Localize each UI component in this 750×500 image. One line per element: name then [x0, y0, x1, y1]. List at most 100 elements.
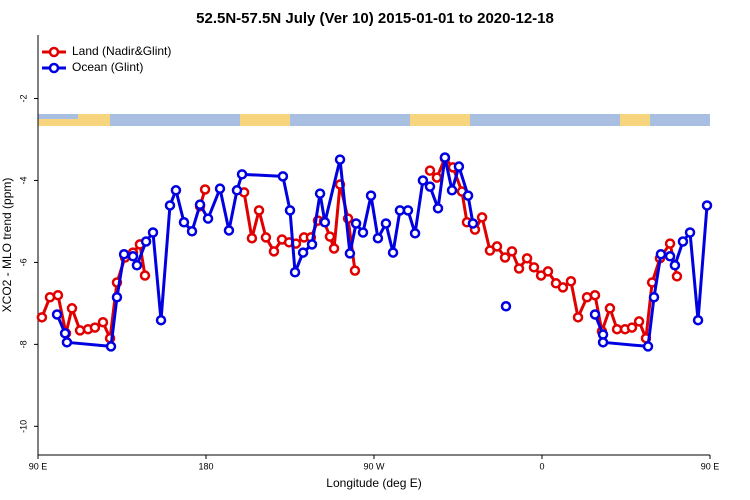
point: [44, 291, 56, 303]
point: [74, 325, 86, 336]
point: [202, 213, 214, 224]
point: [199, 184, 211, 195]
point: [178, 217, 190, 228]
legend-label: Ocean (Glint): [72, 60, 143, 74]
point: [664, 251, 676, 262]
point: [597, 337, 609, 348]
point: [164, 200, 176, 211]
point: [289, 266, 301, 278]
point: [664, 238, 676, 249]
point: [424, 181, 436, 192]
point: [194, 199, 206, 210]
series-line: [55, 156, 709, 348]
point: [111, 291, 123, 303]
point: [89, 322, 101, 333]
point: [349, 265, 361, 276]
point: [140, 236, 152, 247]
point: [462, 190, 474, 201]
x-tick-label: 180: [198, 461, 213, 471]
point: [118, 248, 130, 260]
point: [147, 227, 159, 238]
point: [314, 188, 326, 199]
point: [59, 328, 71, 339]
point: [633, 316, 645, 327]
point: [253, 205, 265, 216]
point: [334, 154, 346, 165]
point: [380, 218, 392, 229]
point: [61, 337, 73, 348]
legend-label: Land (Nadir&Glint): [72, 44, 171, 58]
point: [214, 183, 226, 194]
point: [500, 301, 512, 312]
x-tick-label: 90 W: [363, 461, 385, 471]
point: [131, 260, 143, 271]
point: [186, 226, 198, 237]
point: [476, 212, 488, 223]
point: [66, 303, 78, 314]
x-tick-label: 0: [539, 461, 544, 471]
point: [155, 314, 167, 326]
point: [528, 262, 540, 273]
point: [513, 263, 525, 274]
point: [542, 266, 554, 277]
point: [453, 161, 465, 172]
point: [277, 171, 289, 182]
point: [246, 232, 258, 244]
point: [139, 270, 151, 281]
legend-marker: [48, 62, 60, 74]
point: [655, 248, 667, 260]
chart-title: 52.5N-57.5N July (Ver 10) 2015-01-01 to …: [196, 10, 554, 27]
point: [467, 218, 479, 229]
point: [521, 253, 533, 264]
point: [51, 309, 63, 320]
point: [409, 228, 421, 239]
y-tick-label: -2: [18, 95, 28, 103]
point: [604, 303, 616, 314]
point: [170, 185, 182, 196]
point: [431, 172, 443, 183]
point: [324, 231, 336, 242]
point: [365, 190, 377, 201]
point: [565, 276, 577, 287]
point: [572, 312, 584, 323]
point: [692, 314, 704, 326]
point: [231, 185, 243, 196]
point: [236, 169, 248, 180]
x-tick-label: 90 E: [29, 461, 48, 471]
point: [97, 316, 109, 328]
point: [677, 236, 689, 247]
point: [701, 200, 713, 211]
point: [684, 227, 696, 238]
point: [306, 239, 318, 250]
point: [284, 205, 296, 216]
point: [506, 246, 518, 257]
point: [499, 252, 511, 263]
point: [105, 341, 117, 352]
point: [350, 218, 362, 229]
point: [424, 165, 436, 176]
point: [402, 205, 414, 216]
point: [417, 175, 429, 186]
point: [669, 260, 681, 271]
point: [491, 241, 503, 252]
y-axis-label: XCO2 - MLO trend (ppm): [0, 178, 14, 313]
y-tick-label: -8: [18, 340, 28, 348]
point: [297, 247, 309, 258]
point: [387, 247, 399, 258]
point: [446, 185, 458, 196]
point: [260, 232, 272, 243]
point: [439, 152, 451, 163]
map-strip: [38, 114, 710, 126]
point: [626, 322, 638, 333]
point: [589, 309, 601, 320]
point: [344, 248, 356, 259]
point: [432, 203, 444, 214]
point: [589, 289, 601, 301]
point: [642, 341, 654, 352]
point: [319, 217, 331, 228]
point: [52, 289, 64, 301]
point: [268, 246, 280, 257]
x-tick-label: 90 E: [701, 461, 720, 471]
point: [36, 312, 48, 323]
